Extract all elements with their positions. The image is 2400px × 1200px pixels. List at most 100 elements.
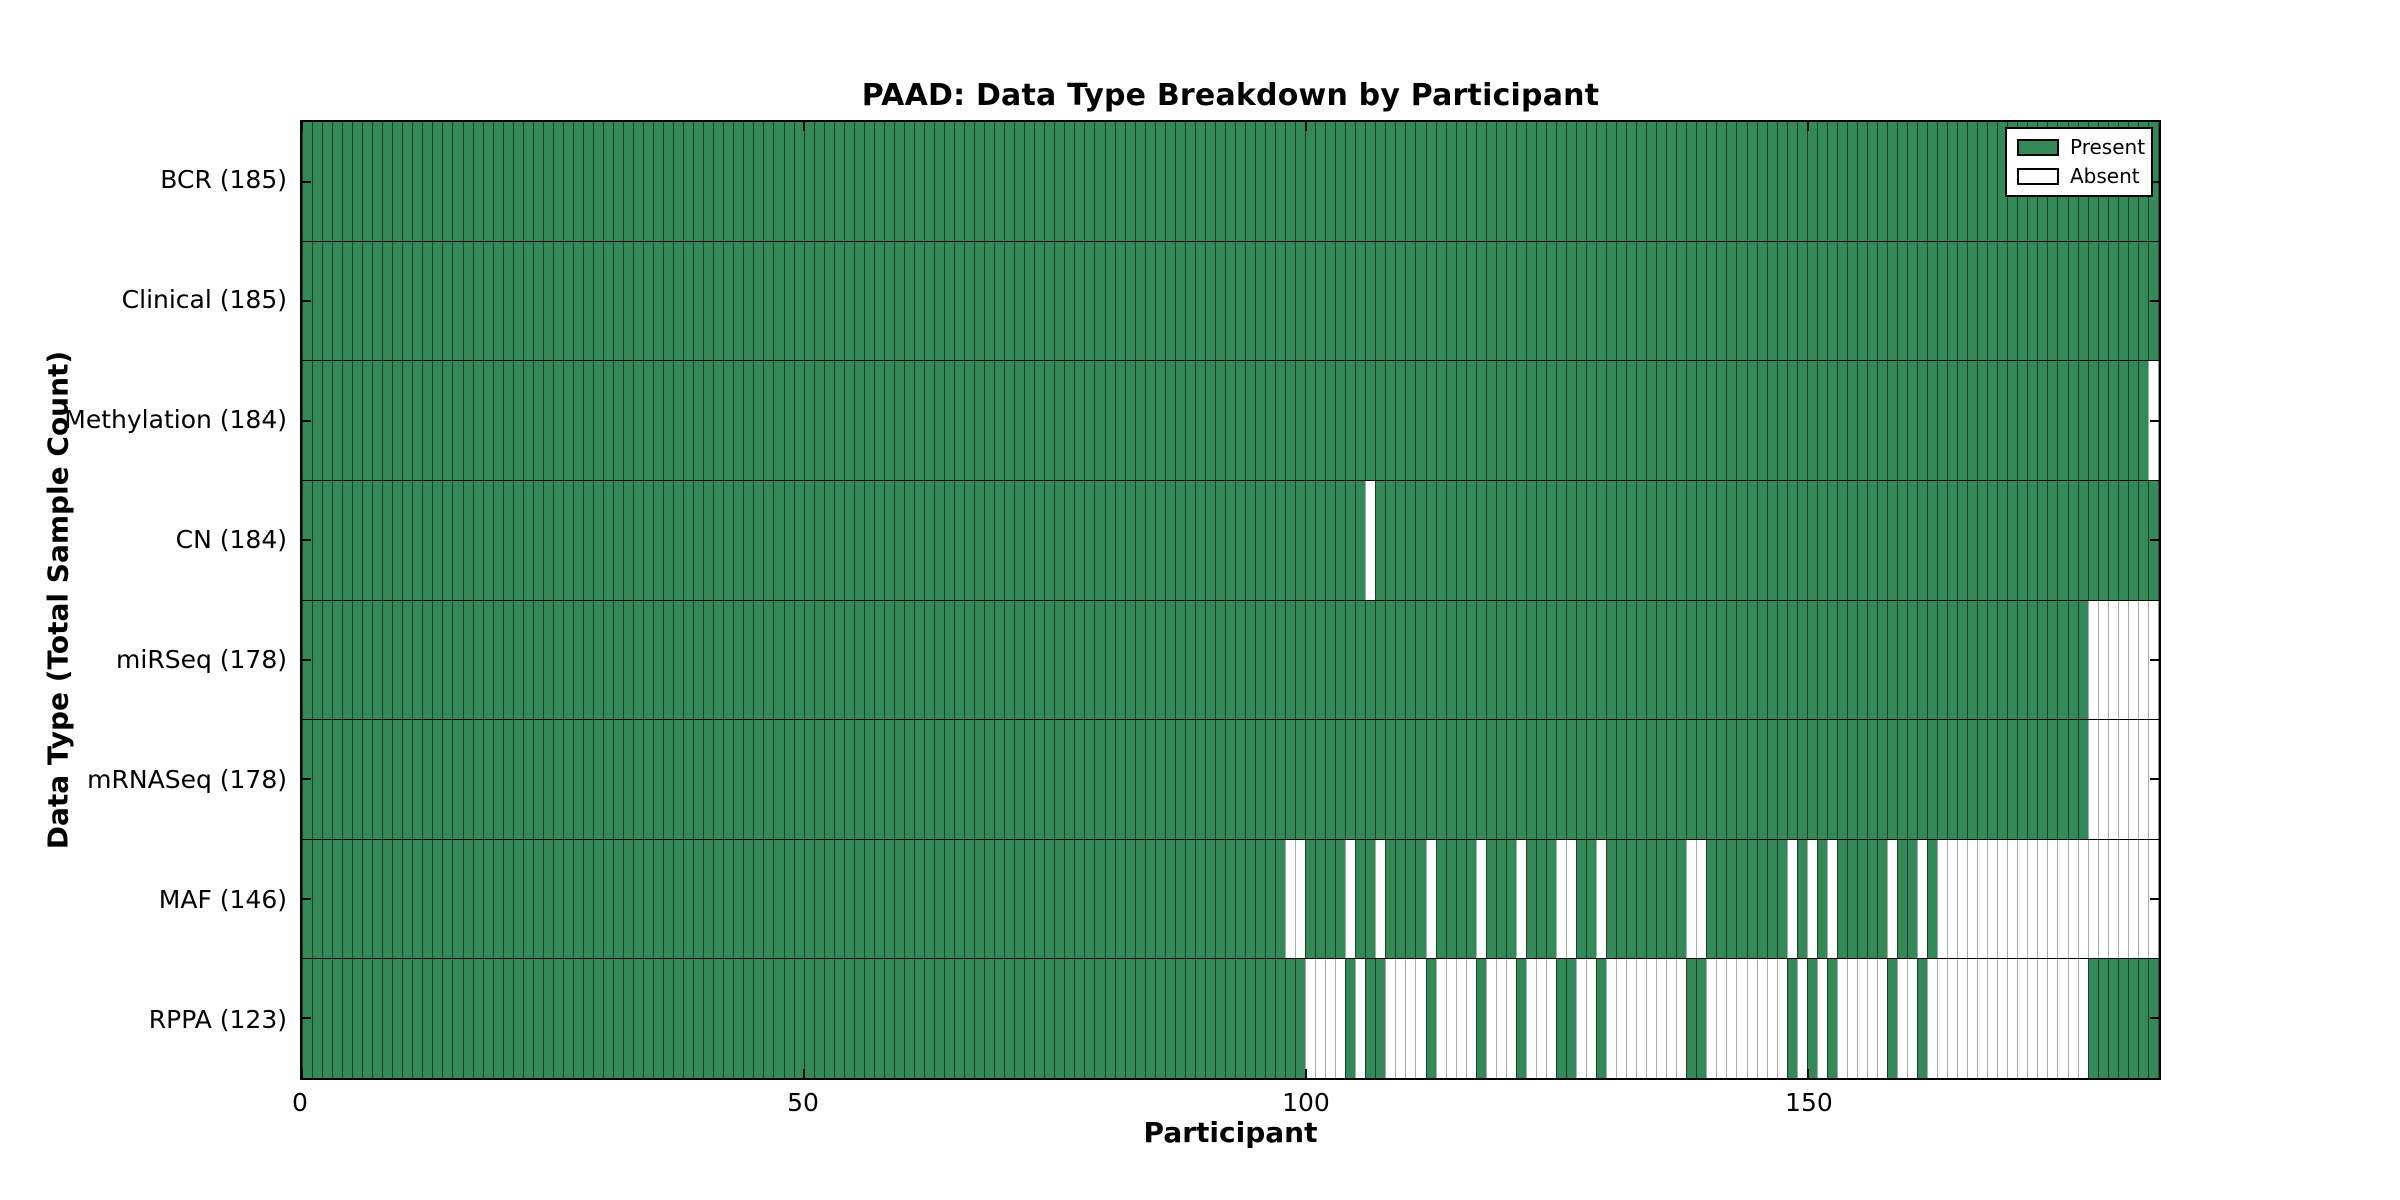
- matrix-bar: [703, 361, 714, 480]
- matrix-bar: [2127, 480, 2138, 600]
- matrix-bar: [342, 122, 353, 241]
- matrix-bar: [482, 839, 493, 959]
- matrix-bar: [1425, 720, 1436, 839]
- matrix-bar: [1244, 959, 1255, 1078]
- matrix-bar: [1586, 241, 1597, 361]
- matrix-bar: [1124, 600, 1135, 720]
- matrix-bar: [442, 839, 453, 959]
- matrix-bar: [1114, 361, 1125, 480]
- matrix-bar: [1224, 122, 1235, 241]
- matrix-bar: [1475, 600, 1486, 720]
- matrix-bar: [1535, 959, 1546, 1078]
- matrix-bar: [1224, 480, 1235, 600]
- matrix-bar: [1596, 241, 1607, 361]
- matrix-bar: [1987, 720, 1998, 839]
- matrix-bar: [1204, 241, 1215, 361]
- matrix-bar: [1866, 122, 1877, 241]
- matrix-bar: [743, 959, 754, 1078]
- matrix-bar: [1495, 600, 1506, 720]
- matrix-bar: [1907, 480, 1918, 600]
- matrix-bar: [1465, 241, 1476, 361]
- matrix-bar: [412, 600, 423, 720]
- matrix-bar: [1044, 600, 1055, 720]
- matrix-bar: [733, 959, 744, 1078]
- matrix-bar: [602, 839, 613, 959]
- matrix-bar: [562, 959, 573, 1078]
- matrix-bar: [2097, 241, 2108, 361]
- matrix-bar: [994, 480, 1005, 600]
- matrix-bar: [1265, 122, 1276, 241]
- matrix-bar: [994, 720, 1005, 839]
- matrix-bar: [2057, 241, 2068, 361]
- matrix-bar: [1234, 600, 1245, 720]
- matrix-bar: [1435, 839, 1446, 959]
- matrix-bar: [813, 241, 824, 361]
- matrix-bar: [1184, 241, 1195, 361]
- matrix-bar: [1806, 480, 1817, 600]
- matrix-bar: [964, 241, 975, 361]
- chart-title: PAAD: Data Type Breakdown by Participant: [861, 78, 1600, 113]
- matrix-bar: [753, 600, 764, 720]
- matrix-bar: [2067, 480, 2078, 600]
- matrix-bar: [532, 720, 543, 839]
- matrix-bar: [1265, 839, 1276, 959]
- matrix-bar: [2107, 720, 2118, 839]
- matrix-bar: [1997, 839, 2008, 959]
- matrix-bar: [723, 122, 734, 241]
- matrix-bar: [1586, 122, 1597, 241]
- matrix-bar: [1295, 959, 1306, 1078]
- matrix-bar: [803, 600, 814, 720]
- matrix-bar: [1596, 720, 1607, 839]
- matrix-bar: [612, 600, 623, 720]
- matrix-bar: [923, 839, 934, 959]
- matrix-bar: [1856, 480, 1867, 600]
- matrix-bar: [653, 839, 664, 959]
- matrix-bar: [1335, 959, 1346, 1078]
- matrix-bar: [1355, 122, 1366, 241]
- matrix-bar: [1896, 361, 1907, 480]
- matrix-bar: [913, 600, 924, 720]
- matrix-bar: [1385, 241, 1396, 361]
- matrix-bar: [883, 361, 894, 480]
- matrix-bar: [1666, 600, 1677, 720]
- matrix-bar: [382, 600, 393, 720]
- matrix-bar: [1696, 241, 1707, 361]
- matrix-bar: [1917, 959, 1928, 1078]
- matrix-bar: [1886, 122, 1897, 241]
- matrix-bar: [2057, 480, 2068, 600]
- matrix-bar: [763, 959, 774, 1078]
- matrix-bar: [683, 241, 694, 361]
- matrix-bar: [382, 241, 393, 361]
- matrix-bar: [1776, 839, 1787, 959]
- matrix-bar: [562, 241, 573, 361]
- matrix-bar: [1997, 480, 2008, 600]
- matrix-bar: [352, 361, 363, 480]
- matrix-bar: [1596, 122, 1607, 241]
- matrix-bar: [773, 959, 784, 1078]
- matrix-bar: [673, 959, 684, 1078]
- matrix-bar: [472, 361, 483, 480]
- matrix-bar: [1024, 959, 1035, 1078]
- matrix-bar: [2047, 959, 2058, 1078]
- matrix-bar: [1054, 720, 1065, 839]
- matrix-bar: [753, 720, 764, 839]
- matrix-bar: [703, 720, 714, 839]
- matrix-bar: [1385, 480, 1396, 600]
- matrix-bar: [2087, 361, 2098, 480]
- matrix-bar: [1616, 959, 1627, 1078]
- matrix-bar: [1806, 839, 1817, 959]
- matrix-bar: [653, 361, 664, 480]
- matrix-bar: [1144, 600, 1155, 720]
- matrix-bar: [1445, 839, 1456, 959]
- matrix-bar: [623, 241, 634, 361]
- matrix-bar: [1004, 600, 1015, 720]
- matrix-bar: [923, 361, 934, 480]
- matrix-bar: [994, 122, 1005, 241]
- matrix-bar: [372, 839, 383, 959]
- matrix-bar: [1816, 480, 1827, 600]
- matrix-bar: [1094, 600, 1105, 720]
- matrix-bar: [442, 122, 453, 241]
- matrix-bar: [1535, 839, 1546, 959]
- matrix-bar: [1756, 720, 1767, 839]
- matrix-bar: [532, 600, 543, 720]
